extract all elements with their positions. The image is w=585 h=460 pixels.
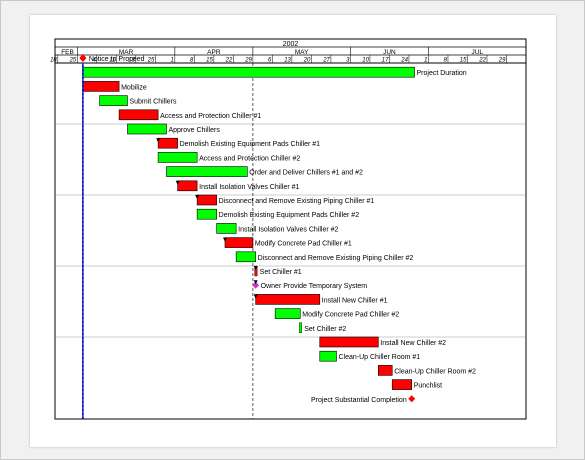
week-tick-label: 18 xyxy=(50,58,57,64)
week-tick-label: 8 xyxy=(444,58,448,64)
week-tick-label: 29 xyxy=(498,58,506,64)
week-tick-label: 27 xyxy=(322,58,330,64)
task-label-submit-chillers: Submit Chillers xyxy=(129,99,177,106)
week-tick-label: 4 xyxy=(92,58,96,64)
task-label-clean-up-chiller-room-1: Clean-Up Chiller Room #1 xyxy=(338,354,420,361)
milestone-marker-set-chiller-2 xyxy=(299,322,302,333)
week-tick-label: 1 xyxy=(424,58,427,64)
task-bar-install-isolation-valves-chiller-2 xyxy=(216,223,237,234)
week-tick-label: 3 xyxy=(346,58,350,64)
task-label-set-chiller-1: Set Chiller #1 xyxy=(260,269,302,276)
task-bar-install-isolation-valves-chiller-1 xyxy=(177,180,198,192)
task-label-project-duration: Project Duration xyxy=(417,70,467,77)
task-label-install-new-chiller-2: Install New Chiller #2 xyxy=(380,340,446,347)
dependency-arrow xyxy=(253,280,258,285)
week-tick-label: 20 xyxy=(303,58,311,64)
task-bar-mobilize xyxy=(82,81,120,92)
task-label-project-substantial-completion: Project Substantial Completion xyxy=(311,397,407,404)
week-tick-label: 8 xyxy=(190,58,194,64)
week-tick-label: 25 xyxy=(69,58,77,64)
milestone-diamond-owner-provide-temporary-system xyxy=(252,281,260,289)
task-bar-demolish-existing-equipment-pads-chiller-2 xyxy=(196,208,217,220)
week-tick-label: 18 xyxy=(128,58,135,64)
task-label-owner-provide-temporary-system: Owner Provide Temporary System xyxy=(261,283,368,290)
month-label: MAR xyxy=(119,49,134,56)
task-label-set-chiller-2: Set Chiller #2 xyxy=(304,326,346,333)
month-label: FEB xyxy=(61,49,74,56)
task-bar-install-new-chiller-2 xyxy=(319,336,379,348)
dependency-arrow xyxy=(253,294,258,299)
task-label-notice-to-proceed: Notice to Proceed xyxy=(89,56,145,63)
task-label-install-isolation-valves-chiller-1: Install Isolation Valves Chiller #1 xyxy=(199,184,299,191)
week-tick-label: 22 xyxy=(478,58,486,64)
month-label: JUN xyxy=(383,49,396,56)
task-label-demolish-existing-equipment-pads-chiller-1: Demolish Existing Equipment Pads Chiller… xyxy=(180,141,321,148)
year-label: 2002 xyxy=(283,41,299,48)
task-label-order-and-deliver-chillers-1-and-2: Order and Deliver Chillers #1 and #2 xyxy=(249,170,363,177)
week-tick-label: 10 xyxy=(362,58,369,64)
task-bar-access-and-protection-chiller-2 xyxy=(157,152,198,163)
task-label-install-isolation-valves-chiller-2: Install Isolation Valves Chiller #2 xyxy=(238,226,338,233)
task-label-mobilize: Mobilize xyxy=(121,84,147,91)
week-tick-label: 17 xyxy=(382,58,389,64)
task-bar-modify-concrete-pad-chiller-1 xyxy=(224,237,254,248)
task-bar-submit-chillers xyxy=(99,95,128,106)
week-tick-label: 11 xyxy=(109,58,115,64)
gantt-chart-page: 2002 FEB MAR APR MAY JUN JUL 18 25 4 11 18 25 1 8 15 22 2… xyxy=(30,15,556,447)
task-bar-disconnect-and-remove-existing-piping-chiller-1 xyxy=(196,194,217,206)
chart-border xyxy=(54,38,527,420)
dependency-arrow xyxy=(156,138,161,143)
task-label-demolish-existing-equipment-pads-chiller-2: Demolish Existing Equipment Pads Chiller… xyxy=(219,212,360,219)
week-tick-label: 24 xyxy=(400,58,408,64)
week-tick-label: 6 xyxy=(268,58,272,64)
task-label-disconnect-and-remove-existing-piping-chiller-2: Disconnect and Remove Existing Piping Ch… xyxy=(258,255,414,262)
task-bar-project-duration xyxy=(82,66,415,78)
week-tick-label: 13 xyxy=(284,58,291,64)
task-bar-order-and-deliver-chillers-1-and-2 xyxy=(166,166,248,177)
month-label: JUL xyxy=(471,49,483,56)
task-label-approve-chillers: Approve Chillers xyxy=(168,127,220,134)
task-bar-install-new-chiller-1 xyxy=(255,294,321,305)
week-tick-label: 1 xyxy=(170,58,173,64)
week-tick-label: 25 xyxy=(147,58,155,64)
task-bar-demolish-existing-equipment-pads-chiller-1 xyxy=(157,137,178,149)
task-bar-punchlist xyxy=(391,379,413,390)
task-bar-access-and-protection-chiller-1 xyxy=(118,109,159,121)
dependency-arrow xyxy=(195,195,200,199)
week-tick-label: 15 xyxy=(206,58,213,64)
week-tick-label: 15 xyxy=(460,58,467,64)
task-label-install-new-chiller-1: Install New Chiller #1 xyxy=(322,297,388,304)
month-label: MAY xyxy=(295,49,309,56)
month-label: APR xyxy=(207,49,221,56)
dependency-arrow xyxy=(175,180,180,185)
task-label-access-and-protection-chiller-1: Access and Protection Chiller #1 xyxy=(160,113,261,120)
task-label-modify-concrete-pad-chiller-1: Modify Concrete Pad Chiller #1 xyxy=(255,241,352,248)
task-bar-clean-up-chiller-room-1 xyxy=(319,350,337,362)
week-tick-label: 29 xyxy=(244,58,252,64)
milestone-diamond-notice-to-proceed xyxy=(79,54,87,62)
dependency-arrow xyxy=(253,266,258,270)
milestone-diamond-project-substantial-completion xyxy=(408,395,416,403)
task-label-punchlist: Punchlist xyxy=(414,383,442,390)
task-bar-modify-concrete-pad-chiller-2 xyxy=(274,308,301,319)
task-bar-approve-chillers xyxy=(127,123,167,135)
task-label-disconnect-and-remove-existing-piping-chiller-1: Disconnect and Remove Existing Piping Ch… xyxy=(219,198,375,205)
task-label-access-and-protection-chiller-2: Access and Protection Chiller #2 xyxy=(199,155,300,162)
task-label-modify-concrete-pad-chiller-2: Modify Concrete Pad Chiller #2 xyxy=(302,312,399,319)
dependency-arrow xyxy=(223,237,228,242)
task-label-clean-up-chiller-room-2: Clean-Up Chiller Room #2 xyxy=(394,368,476,375)
week-tick-label: 22 xyxy=(225,58,233,64)
task-bar-clean-up-chiller-room-2 xyxy=(377,365,393,376)
task-bar-disconnect-and-remove-existing-piping-chiller-2 xyxy=(235,251,256,263)
